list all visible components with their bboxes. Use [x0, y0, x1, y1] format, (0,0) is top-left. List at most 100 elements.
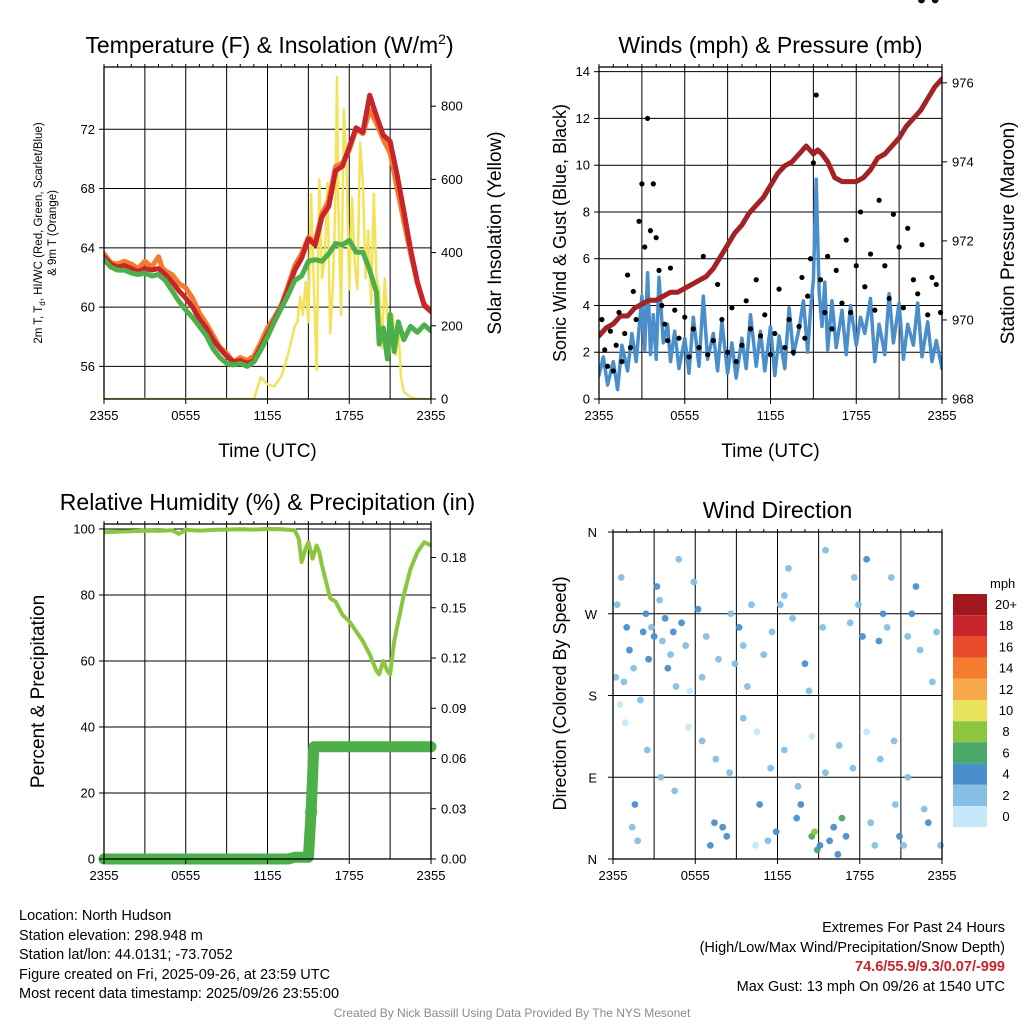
- direction-point: [739, 642, 747, 649]
- gust-point: [776, 286, 782, 292]
- x-tick-label: 0555: [681, 868, 710, 883]
- credit-line: Created By Nick Bassill Using Data Provi…: [333, 1006, 691, 1020]
- y-tick-label: 80: [81, 587, 95, 602]
- direction-point: [731, 660, 739, 668]
- panel-title-direction: Wind Direction: [703, 497, 853, 523]
- direction-point: [739, 714, 747, 722]
- gust-point: [757, 333, 764, 339]
- direction-point: [706, 841, 714, 849]
- humidity-line: [104, 527, 431, 677]
- gust-point: [607, 328, 614, 334]
- direction-point: [816, 841, 824, 849]
- legend-label: 14: [999, 661, 1013, 676]
- x-tick-label: 0555: [171, 408, 200, 423]
- gust-point: [622, 330, 628, 337]
- gust-point: [790, 349, 796, 355]
- y2-tick-label: 968: [952, 392, 974, 407]
- direction-point: [793, 814, 801, 822]
- gust-point: [715, 281, 721, 288]
- gust-point: [802, 335, 808, 341]
- gust-point: [810, 160, 816, 166]
- ylabel-subscript: d: [38, 301, 47, 305]
- gust-point: [672, 307, 678, 313]
- legend-swatch: [953, 594, 987, 616]
- direction-point: [830, 823, 838, 831]
- gust-point: [915, 291, 921, 297]
- y2-tick-label: 200: [441, 318, 463, 333]
- y2-tick-label: 0.18: [441, 550, 466, 565]
- gust-point: [656, 267, 662, 274]
- gust-point: [886, 295, 892, 302]
- direction-point: [723, 832, 731, 840]
- gust-point: [610, 368, 616, 374]
- y-tick-label: 20: [81, 785, 95, 800]
- y2-tick-label: 976: [952, 75, 974, 90]
- gust-point: [665, 337, 671, 344]
- gust-point: [862, 284, 868, 290]
- max-gust: Max Gust: 13 mph On 09/26 at 1540 UTC: [736, 978, 1005, 995]
- y-tick-label: E: [588, 770, 597, 785]
- gust-point: [725, 349, 731, 355]
- direction-point: [653, 583, 661, 590]
- y-tick-label: 40: [81, 719, 95, 734]
- direction-point: [672, 683, 680, 690]
- gust-point: [772, 330, 778, 337]
- gust-point: [619, 358, 625, 365]
- gust-point: [882, 263, 888, 269]
- gust-point: [782, 344, 788, 351]
- gust-point: [829, 326, 835, 332]
- direction-point: [719, 823, 727, 831]
- gust-point: [867, 251, 874, 257]
- station-info: Location: North Hudson Station elevation…: [19, 907, 339, 1005]
- direction-point: [908, 610, 916, 618]
- direction-point: [916, 646, 924, 654]
- gust-point: [817, 277, 824, 283]
- x-tick-label: 2355: [417, 408, 446, 423]
- direction-point: [854, 601, 862, 609]
- gust-point: [825, 253, 831, 259]
- y2-tick-label: 974: [952, 154, 974, 169]
- gust-point: [650, 181, 656, 187]
- legend-swatch: [953, 763, 987, 785]
- y-tick-label: 0: [583, 392, 590, 407]
- x-tick-label: 0555: [670, 408, 699, 423]
- direction-point: [904, 773, 912, 781]
- direction-point: [797, 801, 805, 808]
- gust-point: [872, 307, 878, 313]
- legend-swatch: [953, 742, 987, 764]
- x-tick-label: 1755: [335, 408, 364, 423]
- direction-point: [920, 805, 928, 813]
- legend-label: 12: [999, 682, 1013, 697]
- y-tick-label: 4: [583, 298, 590, 313]
- legend-swatch: [953, 784, 987, 806]
- x-tick-label: 2355: [928, 408, 957, 423]
- panel-temperature: 2355 0555 1155 1755 2355 56 60 64 68 72 0 200 400 600…: [33, 31, 506, 462]
- direction-point: [789, 614, 796, 622]
- pressure-line: [599, 76, 942, 339]
- gust-point: [604, 363, 611, 369]
- direction-point: [867, 819, 875, 827]
- legend-swatch: [953, 721, 987, 743]
- direction-point: [904, 633, 912, 640]
- gust-point: [743, 298, 749, 304]
- x-tick-label: 2355: [90, 868, 119, 883]
- x-tick-label: 1755: [845, 868, 874, 883]
- panel-title-winds: Winds (mph) & Pressure (mb): [618, 32, 922, 58]
- direction-point: [838, 814, 846, 822]
- y-axis-label: Sonic Wind & Gust (Blue, Black): [550, 104, 570, 362]
- legend-swatch: [953, 806, 987, 828]
- direction-point: [819, 623, 827, 631]
- precipitation-point: [305, 806, 318, 819]
- y2-tick-label: 972: [952, 233, 974, 248]
- direction-point: [620, 678, 628, 686]
- direction-point: [613, 601, 621, 609]
- direction-point: [682, 642, 690, 649]
- gust-point: [690, 326, 696, 332]
- direction-point: [661, 614, 669, 622]
- x-tick-label: 1755: [842, 408, 871, 423]
- gust-point: [616, 309, 622, 316]
- y-tick-label: 68: [81, 181, 95, 196]
- gust-point: [647, 228, 654, 234]
- direction-point: [637, 696, 644, 704]
- gust-point: [822, 309, 828, 316]
